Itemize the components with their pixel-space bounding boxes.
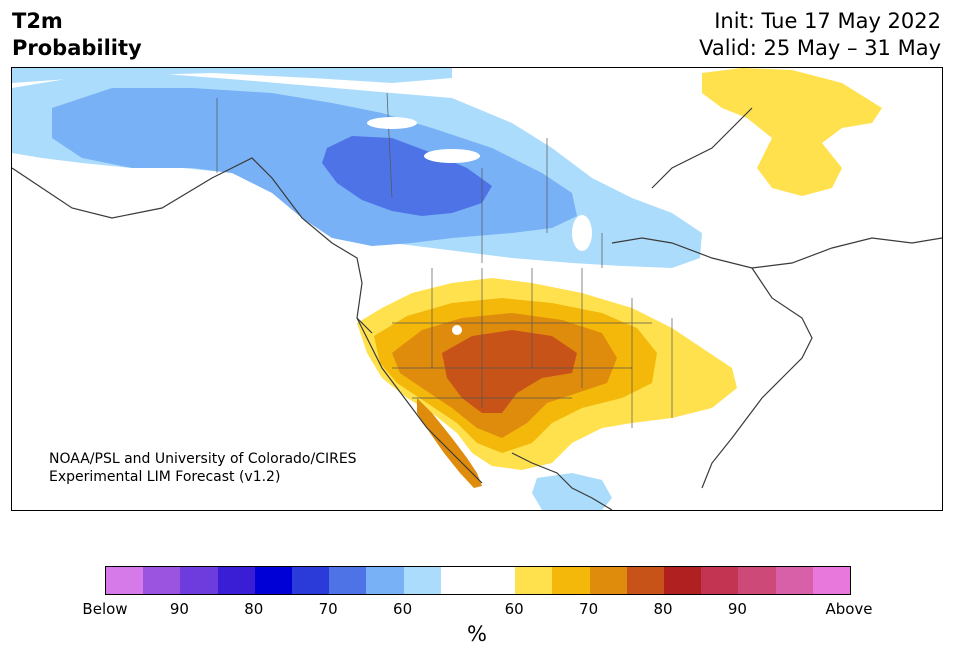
map-title: T2m Probability xyxy=(12,8,142,62)
map-title-line1: T2m xyxy=(12,9,63,33)
colorbar-cell xyxy=(664,567,702,594)
valid-range: Valid: 25 May – 31 May xyxy=(699,36,941,60)
colorbar-cell xyxy=(812,567,851,594)
colorbar-unit: % xyxy=(467,622,487,646)
colorbar-cell xyxy=(217,567,255,594)
colorbar-cell xyxy=(775,567,813,594)
date-info: Init: Tue 17 May 2022 Valid: 25 May – 31… xyxy=(699,8,941,62)
colorbar-cell xyxy=(626,567,665,594)
colorbar-cell xyxy=(440,567,479,594)
colorbar xyxy=(105,566,851,595)
map-svg xyxy=(12,68,942,510)
colorbar-cell xyxy=(589,567,627,594)
colorbar-cell xyxy=(180,567,218,594)
warm-region-greenland xyxy=(702,68,882,196)
colorbar-tick-label: 80 xyxy=(653,600,673,618)
colorbar-tick-label: 70 xyxy=(579,600,599,618)
cold-region-mid xyxy=(52,88,577,246)
colorbar-cell xyxy=(143,567,181,594)
colorbar-tick-label: 70 xyxy=(318,600,338,618)
cold-region-small xyxy=(532,473,612,510)
colorbar-tick-label: Below xyxy=(82,600,128,618)
colorbar-tick-label: 60 xyxy=(393,600,413,618)
great-bear-lake xyxy=(424,149,480,163)
warm-region-dark xyxy=(442,330,577,413)
credit-text: NOAA/PSL and University of Colorado/CIRE… xyxy=(49,450,357,486)
colorbar-tick-label: Above xyxy=(825,600,873,618)
colorbar-cell xyxy=(106,567,144,594)
colorbar-cell xyxy=(738,567,776,594)
credit-line1: NOAA/PSL and University of Colorado/CIRE… xyxy=(49,451,357,467)
colorbar-cell xyxy=(366,567,404,594)
colorbar-cell xyxy=(478,567,516,594)
colorbar-cell xyxy=(701,567,739,594)
warm-region-baja xyxy=(417,398,482,488)
great-slave-lake xyxy=(367,117,417,129)
state-lines xyxy=(216,92,673,428)
colorbar-cell xyxy=(515,567,553,594)
lake-winnipeg xyxy=(572,215,592,251)
cold-region-dark xyxy=(322,136,492,216)
colorbar-tick-label: 60 xyxy=(504,600,524,618)
great-salt-lake xyxy=(452,325,462,335)
forecast-map xyxy=(11,67,943,511)
colorbar-cell xyxy=(403,567,441,594)
colorbar-cell xyxy=(254,567,293,594)
colorbar-tick-label: 80 xyxy=(244,600,264,618)
cold-region-light-alaska xyxy=(12,68,452,83)
credit-line2: Experimental LIM Forecast (v1.2) xyxy=(49,469,281,485)
init-date: Init: Tue 17 May 2022 xyxy=(714,9,941,33)
colorbar-cell xyxy=(329,567,367,594)
boundary-lines xyxy=(12,107,942,510)
colorbar-tick-label: 90 xyxy=(727,600,747,618)
map-title-line2: Probability xyxy=(12,36,142,60)
colorbar-cell xyxy=(292,567,330,594)
colorbar-cell xyxy=(552,567,590,594)
colorbar-tick-label: 90 xyxy=(169,600,189,618)
